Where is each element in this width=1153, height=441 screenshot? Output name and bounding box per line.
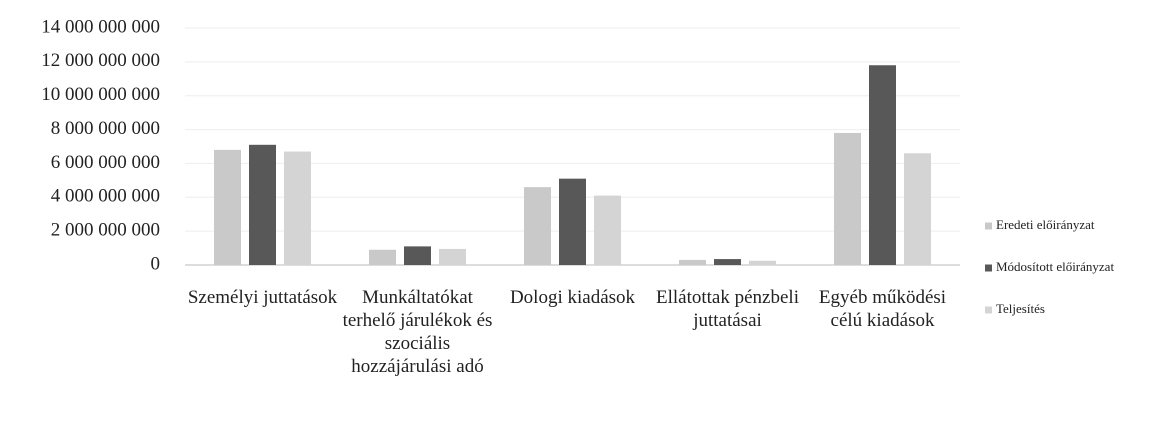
- bar: [834, 132, 861, 265]
- x-tick-label: Munkáltatókat terhelő járulékok és szoci…: [342, 287, 493, 377]
- bar: [904, 153, 931, 265]
- bar: [214, 149, 241, 265]
- bar: [869, 65, 896, 265]
- legend-swatch: [985, 222, 992, 230]
- y-tick-label: 8 000 000 000: [51, 118, 160, 139]
- y-tick-label: 0: [151, 253, 161, 274]
- bar: [714, 259, 741, 265]
- y-tick-label: 4 000 000 000: [51, 186, 160, 207]
- bar: [284, 151, 311, 265]
- x-tick-label: Egyéb működési célú kiadások: [818, 287, 947, 331]
- bar: [439, 248, 466, 265]
- legend-label: Módosított előirányzat: [996, 259, 1114, 274]
- bar: [524, 187, 551, 265]
- bar: [369, 249, 396, 265]
- bar: [679, 259, 706, 265]
- legend-label: Eredeti előirányzat: [996, 217, 1095, 232]
- legend-label: Teljesítés: [996, 301, 1045, 316]
- x-tick-label: Dologi kiadások: [509, 287, 636, 308]
- legend-swatch: [985, 306, 992, 314]
- bar: [749, 260, 776, 265]
- legend-swatch: [985, 264, 992, 272]
- x-tick-label: Személyi juttatások: [187, 287, 338, 308]
- x-tick-label: Ellátottak pénzbeli juttatásai: [656, 287, 799, 331]
- y-tick-label: 2 000 000 000: [51, 220, 160, 241]
- bar: [404, 246, 431, 265]
- y-tick-label: 12 000 000 000: [41, 50, 160, 71]
- bar: [559, 178, 586, 265]
- y-tick-label: 6 000 000 000: [51, 152, 160, 173]
- bar: [249, 144, 276, 265]
- y-tick-label: 10 000 000 000: [41, 84, 160, 105]
- bar: [594, 195, 621, 265]
- y-tick-label: 14 000 000 000: [41, 16, 160, 37]
